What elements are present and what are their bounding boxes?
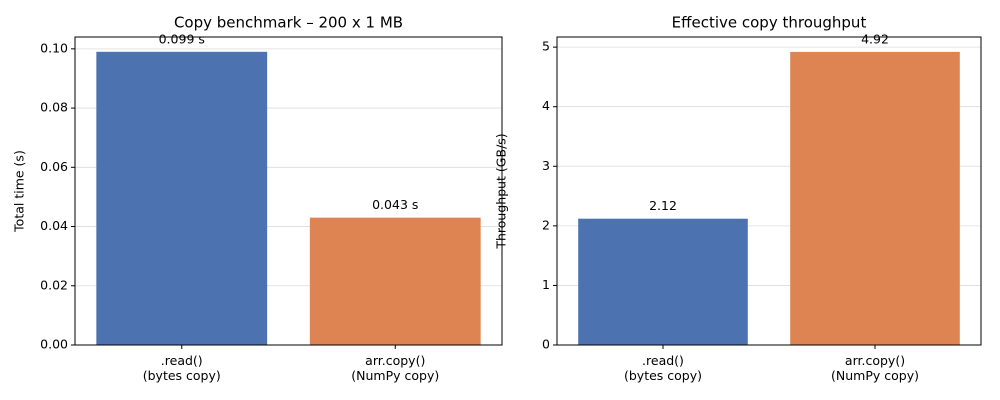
bar [309, 217, 481, 345]
chart-title: Copy benchmark – 200 x 1 MB [174, 14, 403, 32]
y-axis-label: Throughput (GB/s) [494, 133, 509, 249]
bar [578, 218, 748, 345]
bar [790, 51, 960, 345]
chart-title: Effective copy throughput [672, 14, 867, 32]
y-tick-label: 0.08 [40, 100, 68, 115]
y-axis-label: Total time (s) [12, 150, 27, 233]
y-tick-label: 4 [542, 98, 550, 113]
y-tick-label: 0.04 [40, 218, 68, 233]
y-tick-label: 0 [542, 337, 550, 352]
plot-frame [74, 36, 503, 346]
x-tick-label: .read() (bytes copy) [624, 353, 702, 383]
y-tick-label: 0.02 [40, 277, 68, 292]
y-tick-label: 0.00 [40, 337, 68, 352]
y-tick-label: 1 [542, 277, 550, 292]
value-label: 4.92 [861, 31, 889, 46]
y-tick-label: 3 [542, 158, 550, 173]
value-label: 0.043 s [372, 197, 418, 212]
x-tick-label: .read() (bytes copy) [143, 353, 221, 383]
y-tick-label: 2 [542, 217, 550, 232]
value-label: 0.099 s [159, 31, 205, 46]
plot-frame [556, 36, 982, 346]
y-tick-label: 5 [542, 39, 550, 54]
x-tick-label: arr.copy() (NumPy copy) [831, 353, 919, 383]
x-tick-label: arr.copy() (NumPy copy) [351, 353, 439, 383]
value-label: 2.12 [649, 198, 677, 213]
y-tick-label: 0.10 [40, 40, 68, 55]
bar [96, 51, 268, 346]
y-tick-label: 0.06 [40, 159, 68, 174]
